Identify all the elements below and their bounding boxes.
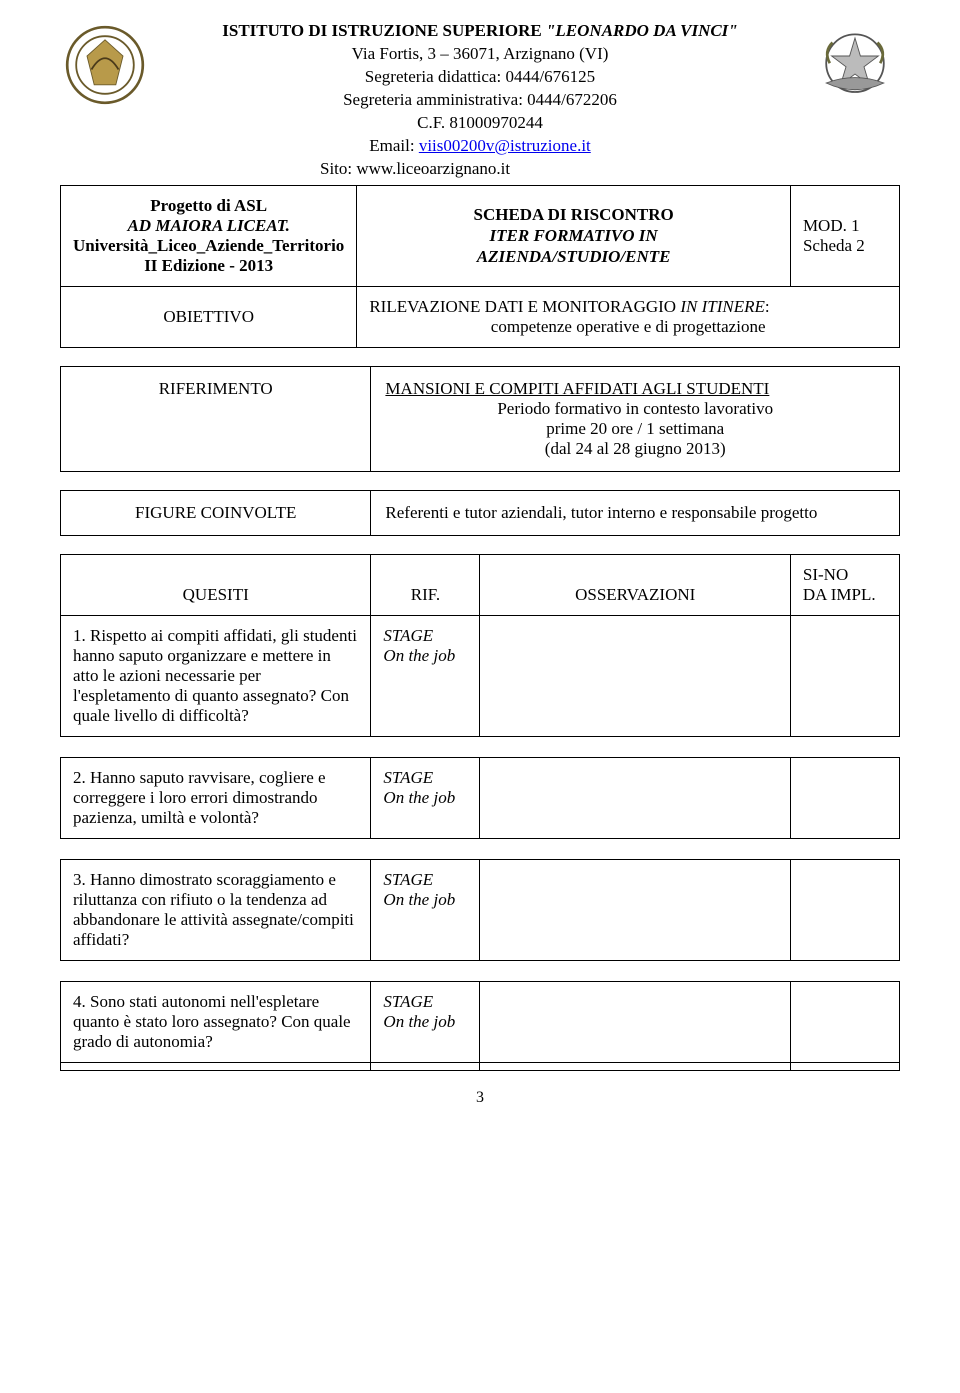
header-rif: RIF.: [371, 554, 480, 615]
question-3-table: 3. Hanno dimostrato scoraggiamento e ril…: [60, 859, 900, 961]
project-cell: Progetto di ASL AD MAIORA LICEAT. Univer…: [61, 185, 357, 286]
riferimento-line4: (dal 24 al 28 giugno 2013): [385, 439, 885, 459]
project-line4: II Edizione - 2013: [144, 256, 273, 275]
figure-text-cell: Referenti e tutor aziendali, tutor inter…: [371, 490, 900, 535]
site-label: Sito:: [320, 159, 356, 178]
obiettivo-suffix: :: [765, 297, 770, 316]
question-3: 3. Hanno dimostrato scoraggiamento e ril…: [61, 859, 371, 960]
header-sino: SI-NO DA IMPL.: [790, 554, 899, 615]
scheda-line2: ITER FORMATIVO IN: [369, 225, 778, 246]
mod-line1: MOD. 1: [803, 216, 887, 236]
rif-1: STAGE On the job: [371, 615, 480, 736]
riferimento-line3: prime 20 ore / 1 settimana: [385, 419, 885, 439]
rif-4: STAGE On the job: [371, 981, 480, 1062]
sino-4[interactable]: [790, 981, 899, 1062]
site-url: www.liceoarzignano.it: [356, 159, 510, 178]
school-crest-left: [60, 20, 150, 110]
oss-4[interactable]: [480, 981, 790, 1062]
site-line: Sito: www.liceoarzignano.it: [150, 158, 810, 181]
figure-label: FIGURE COINVOLTE: [135, 503, 296, 522]
oss-1[interactable]: [480, 615, 790, 736]
obiettivo-label: OBIETTIVO: [163, 307, 254, 326]
email-link[interactable]: viis00200v@istruzione.it: [419, 136, 591, 155]
riferimento-label: RIFERIMENTO: [159, 379, 273, 398]
rif-stage-1: STAGE: [383, 626, 467, 646]
rif-stage-4: STAGE: [383, 992, 467, 1012]
seg-didattica: Segreteria didattica: 0444/676125: [150, 66, 810, 89]
obiettivo-line2: competenze operative e di progettazione: [369, 317, 887, 337]
obiettivo-label-cell: OBIETTIVO: [61, 286, 357, 347]
email-label: Email:: [369, 136, 419, 155]
question-4-table: 4. Sono stati autonomi nell'espletare qu…: [60, 981, 900, 1071]
thin-row: [61, 1062, 900, 1070]
sino-3[interactable]: [790, 859, 899, 960]
mod-line2: Scheda 2: [803, 236, 887, 256]
header-row: ISTITUTO DI ISTRUZIONE SUPERIORE "LEONAR…: [60, 20, 900, 181]
seg-amministrativa: Segreteria amministrativa: 0444/672206: [150, 89, 810, 112]
rif-otj-2: On the job: [383, 788, 467, 808]
obiettivo-text-cell: RILEVAZIONE DATI E MONITORAGGIO IN ITINE…: [357, 286, 900, 347]
sino-2[interactable]: [790, 757, 899, 838]
title-table: Progetto di ASL AD MAIORA LICEAT. Univer…: [60, 185, 900, 348]
scheda-line1: SCHEDA DI RISCONTRO: [369, 204, 778, 225]
question-4: 4. Sono stati autonomi nell'espletare qu…: [61, 981, 371, 1062]
project-line3: Università_Liceo_Aziende_Territorio: [73, 236, 344, 255]
figure-label-cell: FIGURE COINVOLTE: [61, 490, 371, 535]
header-osservazioni: OSSERVAZIONI: [480, 554, 790, 615]
figure-table: FIGURE COINVOLTE Referenti e tutor azien…: [60, 490, 900, 536]
scheda-line3: AZIENDA/STUDIO/ENTE: [369, 246, 778, 267]
sino-line2: DA IMPL.: [803, 585, 887, 605]
rif-3: STAGE On the job: [371, 859, 480, 960]
sino-1[interactable]: [790, 615, 899, 736]
question-2: 2. Hanno saputo ravvisare, cogliere e co…: [61, 757, 371, 838]
quesiti-header-table: QUESITI RIF. OSSERVAZIONI SI-NO DA IMPL.…: [60, 554, 900, 737]
oss-3[interactable]: [480, 859, 790, 960]
riferimento-table: RIFERIMENTO MANSIONI E COMPITI AFFIDATI …: [60, 366, 900, 472]
rif-2: STAGE On the job: [371, 757, 480, 838]
question-1: 1. Rispetto ai compiti affidati, gli stu…: [61, 615, 371, 736]
obiettivo-prefix: RILEVAZIONE DATI E MONITORAGGIO: [369, 297, 680, 316]
header-center: ISTITUTO DI ISTRUZIONE SUPERIORE "LEONAR…: [150, 20, 810, 181]
scheda-title-cell: SCHEDA DI RISCONTRO ITER FORMATIVO IN AZ…: [357, 185, 791, 286]
rif-otj-4: On the job: [383, 1012, 467, 1032]
riferimento-line2: Periodo formativo in contesto lavorativo: [385, 399, 885, 419]
rif-stage-2: STAGE: [383, 768, 467, 788]
obiettivo-italic: IN ITINERE: [680, 297, 765, 316]
header-quesiti: QUESITI: [61, 554, 371, 615]
rif-stage-3: STAGE: [383, 870, 467, 890]
figure-text: Referenti e tutor aziendali, tutor inter…: [385, 503, 817, 522]
cf-line: C.F. 81000970244: [150, 112, 810, 135]
riferimento-label-cell: RIFERIMENTO: [61, 366, 371, 471]
institute-prefix: ISTITUTO DI ISTRUZIONE SUPERIORE: [222, 21, 546, 40]
page-number: 3: [60, 1089, 900, 1107]
project-line1: Progetto di ASL: [150, 196, 267, 215]
project-line2: AD MAIORA LICEAT.: [127, 216, 289, 235]
state-emblem-right: [810, 20, 900, 110]
institute-name: "LEONARDO DA VINCI": [546, 21, 738, 40]
rif-otj-1: On the job: [383, 646, 467, 666]
sino-line1: SI-NO: [803, 565, 887, 585]
mod-cell: MOD. 1 Scheda 2: [790, 185, 899, 286]
page: ISTITUTO DI ISTRUZIONE SUPERIORE "LEONAR…: [0, 0, 960, 1137]
question-2-table: 2. Hanno saputo ravvisare, cogliere e co…: [60, 757, 900, 839]
riferimento-line1: MANSIONI E COMPITI AFFIDATI AGLI STUDENT…: [385, 379, 769, 398]
address-line: Via Fortis, 3 – 36071, Arzignano (VI): [150, 43, 810, 66]
email-line: Email: viis00200v@istruzione.it: [150, 135, 810, 158]
riferimento-text-cell: MANSIONI E COMPITI AFFIDATI AGLI STUDENT…: [371, 366, 900, 471]
rif-otj-3: On the job: [383, 890, 467, 910]
institute-title: ISTITUTO DI ISTRUZIONE SUPERIORE "LEONAR…: [150, 20, 810, 43]
oss-2[interactable]: [480, 757, 790, 838]
